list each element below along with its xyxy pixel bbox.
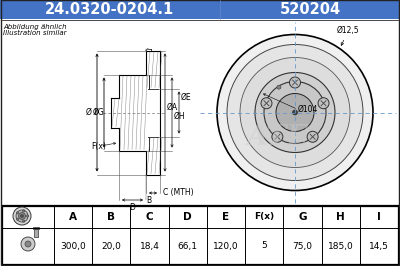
Circle shape	[22, 220, 25, 222]
Text: F(x): F(x)	[254, 213, 274, 222]
Circle shape	[22, 210, 25, 212]
Circle shape	[307, 131, 318, 142]
Text: A: A	[69, 212, 77, 222]
Circle shape	[277, 85, 281, 89]
Bar	[2, 206, 398, 264]
Text: 66,1: 66,1	[178, 242, 198, 251]
Text: Ø12,5: Ø12,5	[337, 26, 360, 45]
Circle shape	[292, 110, 298, 115]
Circle shape	[318, 98, 329, 109]
Text: G: G	[298, 212, 307, 222]
Bar	[34, 229, 38, 237]
Circle shape	[261, 98, 272, 109]
Text: C: C	[146, 212, 153, 222]
Circle shape	[25, 241, 31, 247]
Circle shape	[16, 218, 19, 221]
Bar	[33, 227, 39, 229]
Text: 5: 5	[261, 242, 267, 251]
Text: Ø I: Ø I	[86, 108, 96, 117]
Text: B: B	[146, 196, 152, 205]
Text: C (MTH): C (MTH)	[163, 189, 194, 197]
Text: ØH: ØH	[174, 112, 186, 121]
Circle shape	[290, 77, 300, 88]
Circle shape	[20, 214, 24, 218]
Text: E: E	[222, 212, 230, 222]
Circle shape	[13, 207, 31, 225]
Circle shape	[227, 44, 363, 181]
Circle shape	[16, 211, 19, 214]
Circle shape	[18, 213, 26, 219]
Text: H: H	[336, 212, 345, 222]
Text: 185,0: 185,0	[328, 242, 354, 251]
Circle shape	[26, 215, 29, 217]
Text: 20,0: 20,0	[101, 242, 121, 251]
Text: D: D	[184, 212, 192, 222]
Text: 120,0: 120,0	[213, 242, 239, 251]
Text: 300,0: 300,0	[60, 242, 86, 251]
Text: D: D	[130, 203, 136, 212]
Circle shape	[21, 237, 35, 251]
Text: 24.0320-0204.1: 24.0320-0204.1	[45, 2, 175, 16]
Bar	[3, 21, 397, 204]
Text: Ø104: Ø104	[298, 105, 318, 114]
Circle shape	[16, 210, 28, 222]
Circle shape	[264, 81, 326, 143]
Text: B: B	[107, 212, 115, 222]
Text: 14,5: 14,5	[369, 242, 389, 251]
Text: ATE: ATE	[246, 124, 308, 151]
Circle shape	[240, 57, 350, 168]
Text: Abbildung ähnlich: Abbildung ähnlich	[3, 24, 67, 30]
Bar	[0, 0, 400, 19]
Circle shape	[276, 94, 314, 131]
Text: 520204: 520204	[280, 2, 340, 16]
Text: Illustration similar: Illustration similar	[3, 30, 66, 36]
Text: ØG: ØG	[93, 108, 105, 117]
Circle shape	[217, 35, 373, 190]
Circle shape	[272, 131, 283, 142]
Text: ØE: ØE	[181, 93, 192, 102]
Text: ØA: ØA	[167, 103, 178, 112]
Text: F(x): F(x)	[92, 142, 106, 151]
Text: I: I	[377, 212, 381, 222]
Text: 75,0: 75,0	[292, 242, 312, 251]
Text: 18,4: 18,4	[140, 242, 160, 251]
Circle shape	[255, 73, 335, 152]
